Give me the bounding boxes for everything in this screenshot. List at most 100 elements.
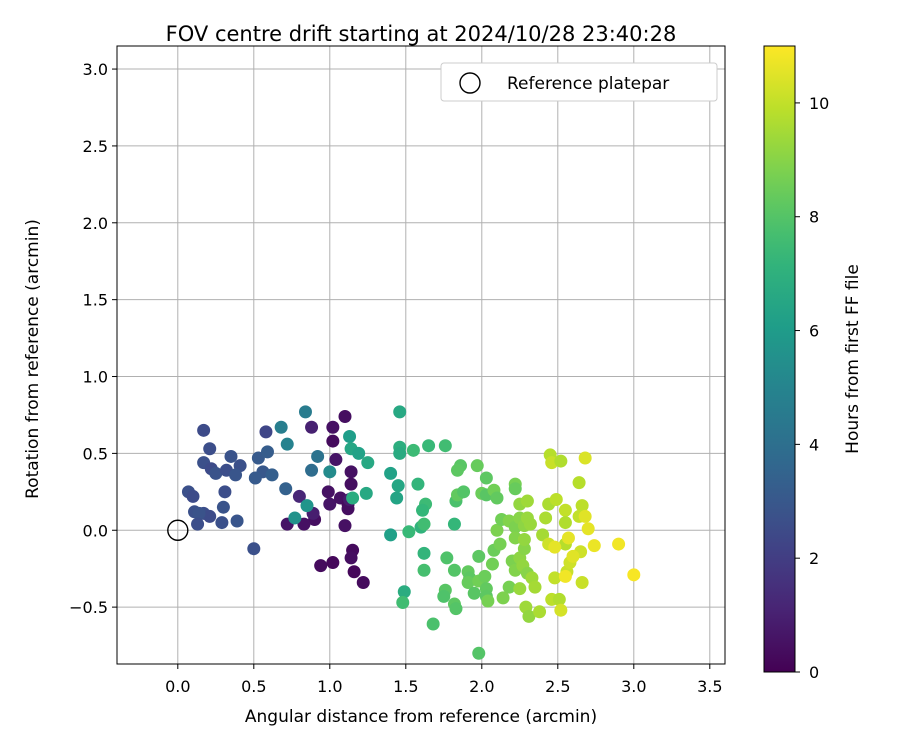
data-point <box>558 503 572 517</box>
colorbar-tick-label: 10 <box>809 94 829 113</box>
data-point <box>422 439 436 453</box>
data-point <box>216 500 230 514</box>
x-axis-label: Angular distance from reference (arcmin) <box>245 707 597 727</box>
colorbar-tick-label: 8 <box>809 208 819 227</box>
data-point <box>517 532 531 546</box>
data-point <box>485 557 499 571</box>
data-point <box>311 449 325 463</box>
data-point <box>384 528 398 542</box>
data-point <box>300 499 314 513</box>
data-points <box>181 405 641 660</box>
legend-marker-reference <box>459 72 481 94</box>
data-point <box>554 603 568 617</box>
legend-box <box>440 62 718 102</box>
data-point <box>186 489 200 503</box>
data-point <box>520 494 534 508</box>
data-point <box>305 463 319 477</box>
data-point <box>305 420 319 434</box>
data-point <box>461 576 475 590</box>
data-point <box>338 519 352 533</box>
data-point <box>467 586 481 600</box>
data-point <box>552 592 566 606</box>
data-point <box>490 523 504 537</box>
x-tick-label: 0.5 <box>241 677 266 696</box>
data-point <box>416 503 430 517</box>
data-point <box>490 491 504 505</box>
data-point <box>575 576 589 590</box>
x-tick-label: 3.0 <box>621 677 646 696</box>
data-point <box>230 514 244 528</box>
data-point <box>417 546 431 560</box>
y-tick-label: 1.0 <box>83 368 108 387</box>
y-axis-ticks: −0.5 0.0 0.5 1.0 1.5 2.0 2.5 3.0 <box>69 60 117 617</box>
data-point <box>536 528 550 542</box>
x-tick-label: 1.5 <box>393 677 418 696</box>
data-point <box>572 476 586 490</box>
data-point <box>215 516 229 530</box>
x-tick-label: 2.0 <box>469 677 494 696</box>
data-point <box>472 646 486 660</box>
data-point <box>361 456 375 470</box>
x-axis-ticks: 0.0 0.5 1.0 1.5 2.0 2.5 3.0 3.5 <box>165 664 723 696</box>
data-point <box>209 466 223 480</box>
x-tick-label: 3.5 <box>697 677 722 696</box>
data-point <box>344 465 358 479</box>
colorbar-tick-label: 2 <box>809 549 819 568</box>
data-point <box>575 499 589 513</box>
data-point <box>192 506 206 520</box>
data-point <box>248 471 262 485</box>
data-point <box>393 405 407 419</box>
data-point <box>384 466 398 480</box>
colorbar-label: Hours from first FF file <box>843 264 863 454</box>
data-point <box>321 485 335 499</box>
data-point <box>522 609 536 623</box>
data-point <box>197 423 211 437</box>
data-point <box>481 594 495 608</box>
data-point <box>288 511 302 525</box>
data-point <box>549 493 563 507</box>
data-point <box>218 485 232 499</box>
data-point <box>479 471 493 485</box>
plot-frame <box>116 45 726 665</box>
data-point <box>426 617 440 631</box>
data-point <box>502 580 516 594</box>
data-point <box>578 509 592 523</box>
data-point <box>265 468 279 482</box>
data-point <box>323 465 337 479</box>
data-point <box>203 442 217 456</box>
data-point <box>224 449 238 463</box>
data-point <box>344 477 358 491</box>
grid-lines <box>117 46 725 664</box>
x-tick-label: 1.0 <box>317 677 342 696</box>
data-point <box>292 489 306 503</box>
x-tick-label: 2.5 <box>545 677 570 696</box>
legend-label-reference: Reference platepar <box>507 74 669 94</box>
y-tick-label: 0.0 <box>83 521 108 540</box>
data-point <box>326 434 340 448</box>
data-point <box>393 446 407 460</box>
data-point <box>356 576 370 590</box>
data-point <box>346 491 360 505</box>
data-point <box>513 582 527 596</box>
data-point <box>587 539 601 553</box>
y-tick-label: 0.5 <box>83 444 108 463</box>
data-point <box>533 605 547 619</box>
data-point <box>280 437 294 451</box>
data-point <box>411 477 425 491</box>
data-point <box>528 580 542 594</box>
data-point <box>391 479 405 493</box>
data-point <box>496 591 510 605</box>
data-point <box>581 522 595 536</box>
data-point <box>561 531 575 545</box>
reference-marker <box>167 519 189 541</box>
colorbar-tick-label: 4 <box>809 435 819 454</box>
data-point <box>517 542 531 556</box>
data-point <box>352 446 366 460</box>
data-point <box>578 451 592 465</box>
data-point <box>472 549 486 563</box>
data-point <box>402 525 416 539</box>
data-point <box>406 443 420 457</box>
data-point <box>343 429 357 443</box>
data-point <box>259 425 273 439</box>
